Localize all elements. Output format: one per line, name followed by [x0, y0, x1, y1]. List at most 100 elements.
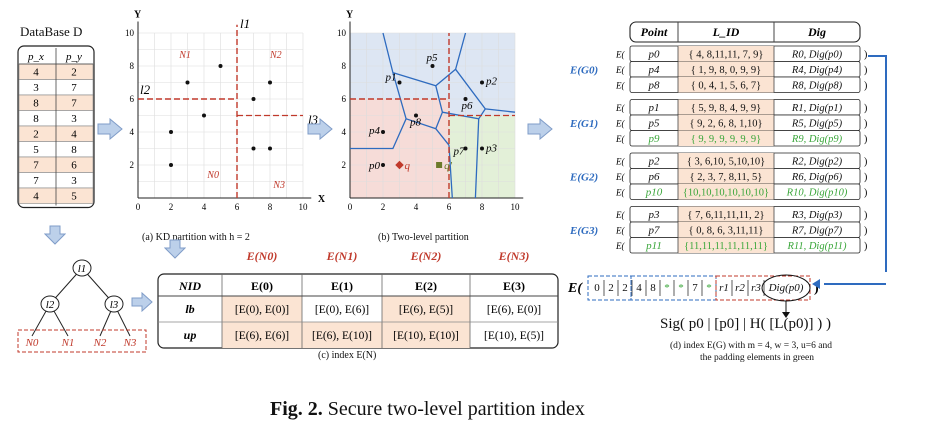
database-title: DataBase D [20, 24, 83, 39]
db-cell-px: 7 [33, 160, 39, 172]
signature-formula: Sig( p0 | [p0] | H( [L(p0)] ) ) [660, 316, 831, 332]
voronoi-boundary [350, 117, 450, 150]
eg-dig: R8, Dig(p8) [791, 81, 843, 92]
eg-lid-shade [678, 99, 774, 115]
enc-cell: 8 [650, 282, 656, 294]
eg-dig: R1, Dig(p1) [791, 103, 843, 114]
figure-caption-label: Fig. 2. [270, 398, 323, 420]
db-cell-px: 4 [33, 67, 39, 79]
query-label-q-prime: q' [444, 160, 453, 172]
data-point [185, 80, 190, 85]
eg-table: Point L_ID Dig E(G0) E(p0 { 4, 8,11,11, 7, 9}… [569, 21, 887, 272]
arrow-right-icon [97, 118, 123, 140]
x-tick-label: 2 [381, 202, 386, 212]
eg-lid: { 0, 4, 1, 5, 6, 7} [691, 81, 761, 92]
db-cell-px: 2 [33, 129, 39, 141]
index-header-cell: E(0) [251, 279, 273, 293]
index-cell-shade [382, 322, 470, 348]
eg-dig: R4, Dig(p4) [791, 65, 843, 76]
data-point [202, 113, 206, 118]
point-p7 [463, 146, 468, 151]
enc-cell: 2 [608, 282, 614, 294]
index-caption: (c) index E(N) [318, 350, 377, 361]
index-header-cell: E(2) [415, 279, 437, 293]
point-label-p4: p4 [368, 125, 381, 137]
tree-leaf-label: N3 [123, 337, 137, 349]
eg-row-prefix: E( [615, 134, 625, 144]
eg-point: p5 [648, 118, 661, 130]
enc-cell: 0 [594, 282, 600, 294]
arrow-down-icon [44, 225, 66, 245]
index-row-label: up [184, 328, 197, 342]
eg-caption: (d) index E(G) with m = 4, w = 3, u=6 an… [670, 340, 832, 364]
voronoi-boundary [474, 118, 480, 199]
tree-leaf-label: N1 [61, 337, 75, 349]
index-cell: [E(0), E(0)] [235, 304, 289, 316]
x-tick-label: 8 [268, 202, 273, 212]
db-cell-py: 2 [71, 67, 77, 79]
two-level-caption: (b) Two-level partition [378, 232, 469, 243]
top-header: E(N2) [410, 249, 442, 263]
index-cell: [E(10), E(5)] [484, 330, 544, 342]
eg-dig: R11, Dig(p11) [786, 241, 847, 252]
query-point-q-prime [436, 162, 443, 168]
eg-lid: { 9, 2, 6, 8, 1,10} [689, 119, 762, 130]
db-cell-py: 3 [71, 175, 77, 187]
encoded-index-row: E(0 2 2 4 8 * * 7 * r1 r2 r3 Dig(p0)) [567, 274, 886, 318]
x-tick-label: 10 [299, 202, 309, 212]
eg-lid-shade [678, 237, 774, 253]
enc-suffix: ) [814, 281, 819, 296]
enc-cell: 2 [622, 282, 628, 294]
point-label-p1: p1 [385, 72, 397, 84]
point-p3 [480, 146, 484, 151]
eg-point: p8 [648, 80, 661, 92]
top-header: E(N0) [246, 249, 278, 263]
db-cell-px: 5 [33, 144, 39, 156]
l1-label: l1 [240, 16, 250, 31]
eg-lid: { 0, 8, 6, 3,11,11} [689, 226, 764, 237]
eg-lid-shade [678, 222, 774, 238]
eg-lid-shade [678, 130, 774, 146]
eg-lid: { 2, 3, 7, 8,11, 5} [690, 172, 763, 183]
group-label: E(G0) [569, 64, 598, 76]
x-tick-label: 0 [348, 202, 353, 212]
db-col-py: p_y [65, 51, 82, 63]
group-label: E(G1) [569, 118, 598, 130]
region-n2: N2 [269, 50, 282, 61]
voronoi-boundary [448, 145, 453, 199]
query-point-q [395, 160, 404, 170]
database-table: p_x p_y 4 2 3 7 8 7 8 3 2 4 5 8 7 6 7 3 4 5 [17, 45, 95, 209]
top-header: E(N3) [498, 249, 530, 263]
eg-row-suffix: ) [864, 210, 867, 221]
x-tick-label: 0 [136, 202, 141, 212]
point-label-p3: p3 [485, 143, 498, 155]
connector-arrow-head [812, 279, 820, 289]
eg-row-prefix: E( [615, 65, 625, 75]
eg-point: p9 [648, 133, 661, 145]
eg-header-cell: Point [641, 25, 668, 39]
eg-lid: {10,10,10,10,10,10} [683, 188, 769, 199]
eg-dig: R7, Dig(p7) [791, 226, 843, 237]
eg-row-suffix: ) [864, 81, 867, 92]
enc-cell: r2 [735, 282, 745, 294]
eg-row-prefix: E( [615, 226, 625, 236]
eg-lid-shade [678, 206, 774, 222]
y-tick-label: 6 [342, 94, 347, 104]
point-label-p5: p5 [426, 52, 439, 64]
arrow-down-icon [164, 239, 186, 259]
eg-dig: R6, Dig(p6) [791, 172, 843, 183]
eg-row-prefix: E( [615, 81, 625, 91]
index-header-cell: E(3) [503, 279, 525, 293]
eg-lid: { 1, 9, 8, 0, 9, 9} [691, 65, 761, 76]
leaf-box [17, 329, 147, 353]
eg-point: p2 [648, 156, 661, 168]
db-cell-py: 7 [71, 82, 77, 94]
arrow-right-icon [307, 118, 333, 140]
eg-point: p10 [645, 187, 663, 199]
eg-header-cell: Dig [807, 25, 826, 39]
index-cell-shade [222, 322, 302, 348]
y-axis-label: Y [134, 9, 142, 20]
top-header: E(N1) [326, 249, 358, 263]
data-point [251, 97, 256, 101]
kd-tree-diagram: l1 l2 l3 N0 N1 N2 N3 [17, 259, 147, 353]
